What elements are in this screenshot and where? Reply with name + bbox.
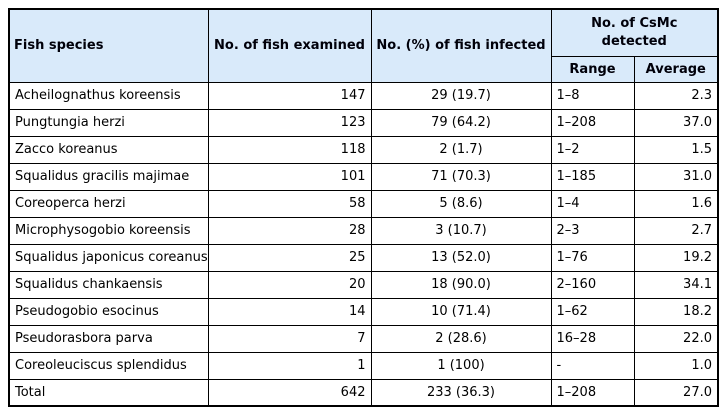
cell-range: - bbox=[550, 351, 635, 380]
cell-average: 22.0 bbox=[633, 324, 719, 353]
cell-average: 18.2 bbox=[633, 297, 719, 326]
cell-range: 1–4 bbox=[550, 189, 635, 218]
table-row: Pseudorasbora parva 7 2 (28.6) 16–28 22.… bbox=[8, 324, 719, 353]
cell-average: 1.0 bbox=[633, 351, 719, 380]
column-header-average: Average bbox=[633, 55, 719, 83]
cell-species: Squalidus chankaensis bbox=[8, 270, 209, 299]
table-row: Pungtungia herzi 123 79 (64.2) 1–208 37.… bbox=[8, 108, 719, 137]
cell-examined: 118 bbox=[207, 135, 372, 164]
cell-species: Acheilognathus koreensis bbox=[8, 81, 209, 110]
cell-examined: 1 bbox=[207, 351, 372, 380]
column-header-csmc-detected: No. of CsMc detected bbox=[550, 8, 719, 57]
cell-infected: 79 (64.2) bbox=[370, 108, 552, 137]
cell-species: Coreoperca herzi bbox=[8, 189, 209, 218]
column-header-fish-species: Fish species bbox=[8, 8, 209, 83]
table-row-total: Total 642 233 (36.3) 1–208 27.0 bbox=[8, 378, 719, 407]
cell-infected: 10 (71.4) bbox=[370, 297, 552, 326]
table-row: Squalidus chankaensis 20 18 (90.0) 2–160… bbox=[8, 270, 719, 299]
table-row: Squalidus gracilis majimae 101 71 (70.3)… bbox=[8, 162, 719, 191]
cell-range: 16–28 bbox=[550, 324, 635, 353]
cell-range: 1–185 bbox=[550, 162, 635, 191]
cell-species: Zacco koreanus bbox=[8, 135, 209, 164]
table-row: Pseudogobio esocinus 14 10 (71.4) 1–62 1… bbox=[8, 297, 719, 326]
cell-infected: 29 (19.7) bbox=[370, 81, 552, 110]
cell-average: 37.0 bbox=[633, 108, 719, 137]
cell-examined: 123 bbox=[207, 108, 372, 137]
cell-species: Pungtungia herzi bbox=[8, 108, 209, 137]
cell-average: 27.0 bbox=[633, 378, 719, 407]
cell-average: 2.3 bbox=[633, 81, 719, 110]
cell-infected: 5 (8.6) bbox=[370, 189, 552, 218]
cell-examined: 25 bbox=[207, 243, 372, 272]
cell-species: Pseudogobio esocinus bbox=[8, 297, 209, 326]
cell-infected: 233 (36.3) bbox=[370, 378, 552, 407]
cell-infected: 71 (70.3) bbox=[370, 162, 552, 191]
cell-range: 1–2 bbox=[550, 135, 635, 164]
cell-infected: 3 (10.7) bbox=[370, 216, 552, 245]
cell-range: 2–160 bbox=[550, 270, 635, 299]
cell-species: Squalidus japonicus coreanus bbox=[8, 243, 209, 272]
column-header-fish-examined: No. of fish examined bbox=[207, 8, 372, 83]
cell-examined: 642 bbox=[207, 378, 372, 407]
cell-average: 1.6 bbox=[633, 189, 719, 218]
header-row-1: Fish species No. of fish examined No. (%… bbox=[8, 8, 719, 83]
column-header-fish-infected: No. (%) of fish infected bbox=[370, 8, 552, 83]
cell-examined: 58 bbox=[207, 189, 372, 218]
cell-infected: 2 (1.7) bbox=[370, 135, 552, 164]
table-row: Squalidus japonicus coreanus 25 13 (52.0… bbox=[8, 243, 719, 272]
cell-infected: 13 (52.0) bbox=[370, 243, 552, 272]
cell-examined: 28 bbox=[207, 216, 372, 245]
cell-average: 19.2 bbox=[633, 243, 719, 272]
header-row-2: Range Average bbox=[9, 55, 719, 83]
cell-examined: 7 bbox=[207, 324, 372, 353]
cell-range: 1–208 bbox=[550, 108, 635, 137]
cell-examined: 147 bbox=[207, 81, 372, 110]
cell-average: 31.0 bbox=[633, 162, 719, 191]
cell-range: 1–8 bbox=[550, 81, 635, 110]
fish-infection-table: Fish species No. of fish examined No. (%… bbox=[8, 8, 719, 407]
cell-infected: 18 (90.0) bbox=[370, 270, 552, 299]
cell-range: 2–3 bbox=[550, 216, 635, 245]
table-row: Acheilognathus koreensis 147 29 (19.7) 1… bbox=[8, 81, 719, 110]
cell-species: Coreoleuciscus splendidus bbox=[8, 351, 209, 380]
table-header: Fish species No. of fish examined No. (%… bbox=[8, 8, 719, 83]
cell-average: 2.7 bbox=[633, 216, 719, 245]
cell-species: Microphysogobio koreensis bbox=[8, 216, 209, 245]
table-row: Coreoleuciscus splendidus 1 1 (100) - 1.… bbox=[8, 351, 719, 380]
table-row: Coreoperca herzi 58 5 (8.6) 1–4 1.6 bbox=[8, 189, 719, 218]
cell-range: 1–76 bbox=[550, 243, 635, 272]
column-header-range: Range bbox=[550, 55, 635, 83]
cell-examined: 20 bbox=[207, 270, 372, 299]
table-body: Acheilognathus koreensis 147 29 (19.7) 1… bbox=[8, 81, 719, 407]
table-row: Microphysogobio koreensis 28 3 (10.7) 2–… bbox=[8, 216, 719, 245]
cell-species: Squalidus gracilis majimae bbox=[8, 162, 209, 191]
cell-infected: 1 (100) bbox=[370, 351, 552, 380]
cell-range: 1–208 bbox=[550, 378, 635, 407]
cell-infected: 2 (28.6) bbox=[370, 324, 552, 353]
cell-examined: 14 bbox=[207, 297, 372, 326]
cell-range: 1–62 bbox=[550, 297, 635, 326]
table-row: Zacco koreanus 118 2 (1.7) 1–2 1.5 bbox=[8, 135, 719, 164]
cell-species: Total bbox=[8, 378, 209, 407]
cell-species: Pseudorasbora parva bbox=[8, 324, 209, 353]
cell-average: 1.5 bbox=[633, 135, 719, 164]
cell-average: 34.1 bbox=[633, 270, 719, 299]
cell-examined: 101 bbox=[207, 162, 372, 191]
